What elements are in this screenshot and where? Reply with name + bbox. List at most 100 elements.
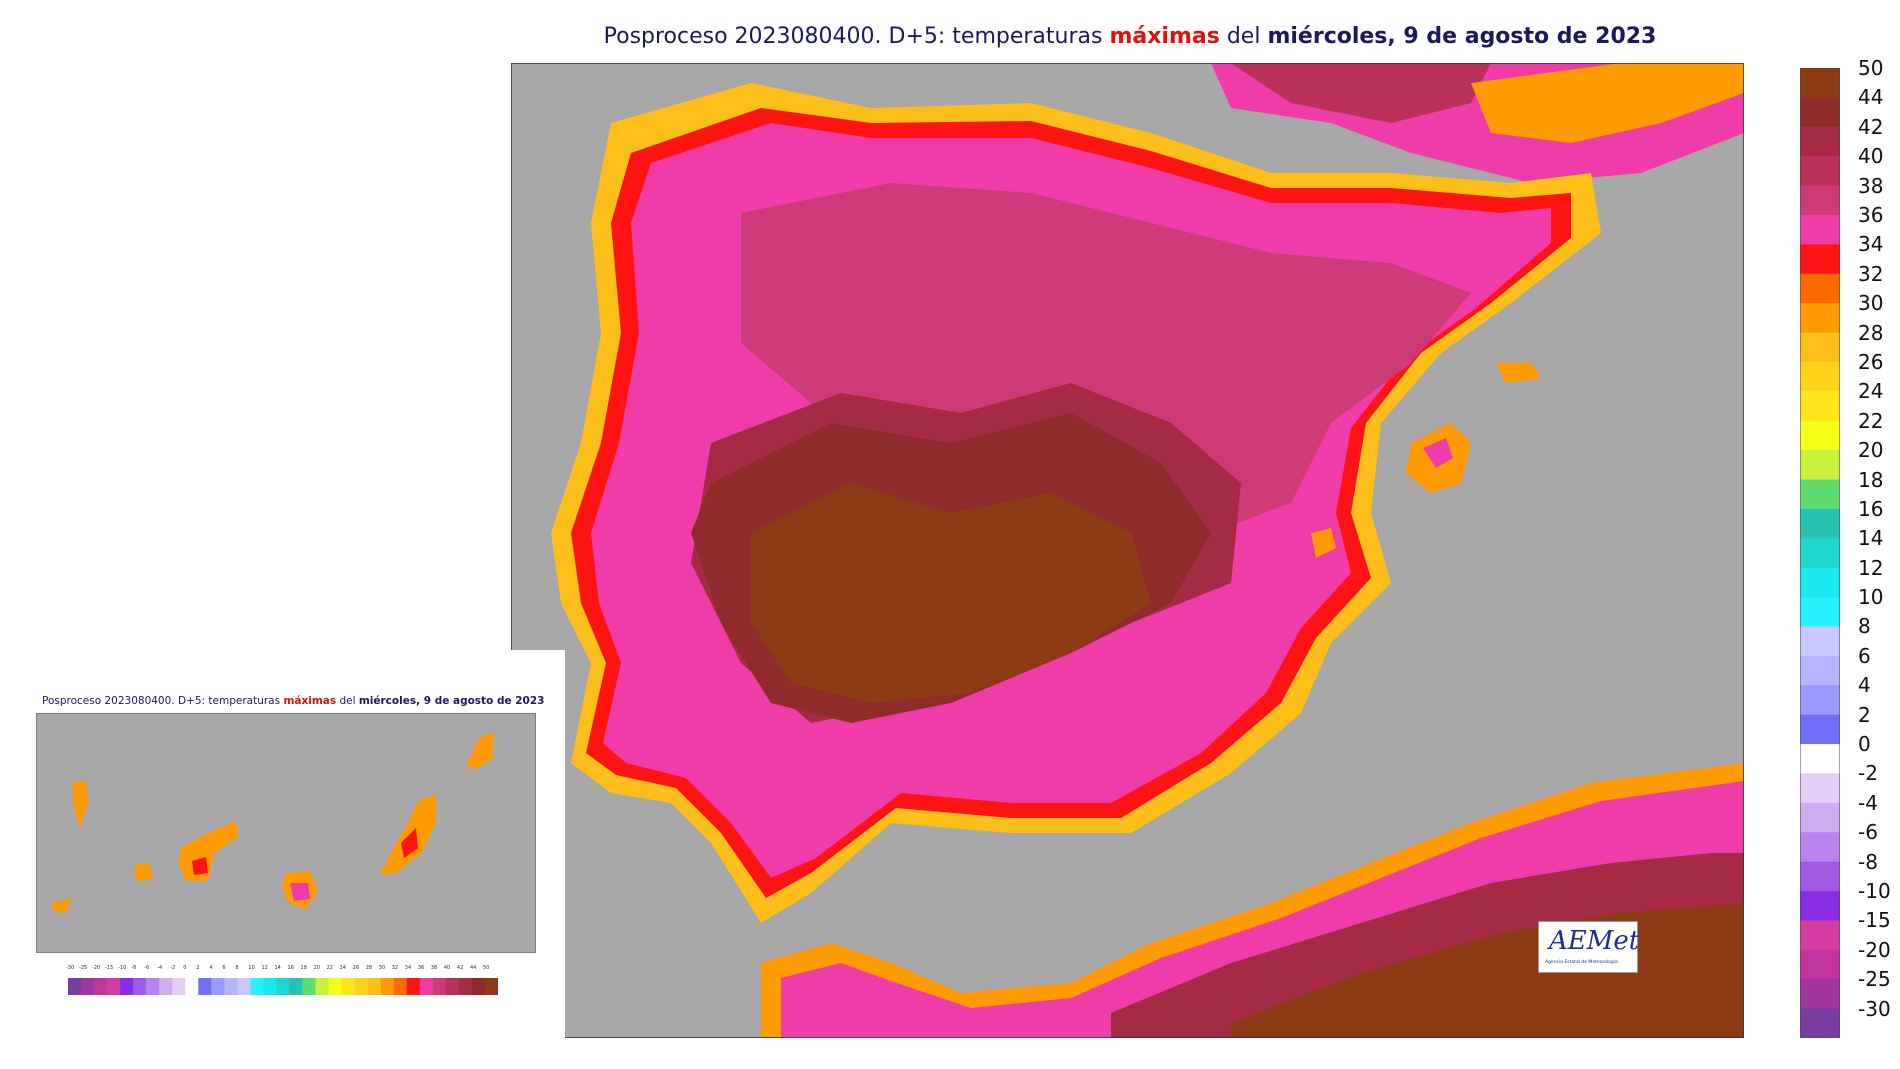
lanzarote: [466, 733, 494, 769]
inset-tick-label: 38: [430, 965, 438, 971]
inset-colorbar-swatch: [81, 978, 95, 995]
inset-colorbar-swatch: [484, 978, 498, 995]
colorbar-swatch: [1800, 156, 1840, 187]
colorbar-swatch: [1800, 1008, 1840, 1038]
inset-colorbar-swatch: [341, 978, 355, 995]
colorbar-swatch: [1800, 97, 1840, 128]
colorbar-label: 50: [1858, 56, 1884, 80]
colorbar-label: -2: [1858, 761, 1878, 786]
colorbar-swatch: [1800, 685, 1840, 716]
colorbar-swatch: [1800, 450, 1840, 481]
colorbar-swatch: [1800, 773, 1840, 804]
inset-tick-label: 12: [261, 965, 268, 971]
colorbar-label: -25: [1858, 967, 1891, 992]
colorbar-label: 16: [1858, 496, 1884, 521]
inset-colorbar-swatch: [367, 978, 382, 995]
colorbar-label: -6: [1858, 820, 1878, 845]
colorbar-label: 14: [1858, 526, 1884, 551]
inset-tick-label: 20: [313, 965, 320, 971]
la-palma: [72, 781, 88, 828]
colorbar-swatch: [1800, 979, 1840, 1010]
colorbar-label: 36: [1858, 202, 1884, 227]
colorbar-swatch: [1800, 508, 1840, 539]
inset-colorbar-swatch: [445, 978, 460, 995]
inset-tick-label: -30: [66, 965, 75, 971]
inset-tick-label: 14: [274, 965, 281, 971]
colorbar-swatch: [1800, 949, 1840, 980]
colorbar-label: 24: [1858, 379, 1884, 404]
inset-tick-label: 6: [222, 965, 226, 971]
colorbar-swatch: [1800, 655, 1840, 686]
aemet-logo: AEMet Agencia Estatal de Meteorología: [1538, 921, 1639, 973]
colorbar-label: 4: [1858, 673, 1871, 698]
colorbar-label: -8: [1858, 849, 1878, 874]
inset-colorbar-swatch: [302, 978, 316, 995]
el-hierro: [51, 898, 71, 913]
inset-tick-label: 34: [404, 965, 412, 971]
colorbar-label: 18: [1858, 467, 1884, 492]
colorbar-label: 44: [1858, 85, 1884, 110]
inset-colorbar-swatch: [185, 978, 199, 995]
inset-tick-label: 2: [196, 965, 200, 971]
map-title: Posproceso 2023080400. D+5: temperaturas…: [603, 24, 1657, 49]
inset-tick-label: 8: [235, 965, 239, 971]
colorbar-swatch: [1800, 420, 1840, 451]
inset-tick-label: 4: [209, 965, 213, 971]
colorbar-swatch: [1800, 891, 1840, 921]
colorbar-swatch: [1800, 714, 1840, 745]
inset-colorbar-swatch: [159, 978, 173, 995]
colorbar-swatch: [1800, 244, 1840, 275]
inset-tick-label: 26: [352, 965, 360, 971]
colorbar-label: 32: [1858, 261, 1884, 286]
colorbar-label: 40: [1858, 144, 1884, 169]
inset-tick-label: 36: [417, 965, 425, 971]
colorbar-swatch: [1800, 391, 1840, 422]
menorca: [1496, 363, 1541, 383]
colorbar-label: 12: [1858, 555, 1884, 580]
colorbar-swatch: [1800, 802, 1840, 833]
inset-tick-label: 16: [287, 965, 294, 971]
inset-colorbar-swatch: [68, 978, 82, 995]
colorbar-label: -4: [1858, 790, 1878, 815]
inset-colorbar-swatch: [94, 978, 108, 995]
inset-colorbar-swatch: [250, 978, 264, 995]
inset-colorbar-swatch: [406, 978, 421, 995]
colorbar-label: 38: [1858, 173, 1884, 198]
inset-colorbar-swatch: [354, 978, 368, 995]
colorbar-label: 26: [1858, 349, 1884, 374]
fuerteventura: [380, 795, 436, 875]
colorbar-swatch: [1800, 538, 1840, 569]
inset-tick-label: 24: [339, 965, 346, 971]
inset-colorbar-swatch: [146, 978, 160, 995]
inset-tick-label: -4: [157, 965, 163, 971]
colorbar-swatch: [1800, 744, 1840, 774]
colorbar-label: 22: [1858, 408, 1884, 433]
colorbar-swatch: [1800, 626, 1840, 657]
inset-tick-label: 42: [456, 965, 464, 971]
colorbar-swatch: [1800, 567, 1840, 598]
la-gomera: [134, 863, 152, 881]
inset-tick-label: 32: [391, 965, 399, 971]
inset-colorbar-swatch: [432, 978, 447, 995]
inset-colorbar-swatch: [393, 978, 408, 995]
inset-colorbar-swatch: [328, 978, 342, 995]
inset-tick-label: 50: [482, 965, 490, 971]
colorbar-label: 28: [1858, 320, 1884, 345]
colorbar-swatch: [1800, 479, 1840, 510]
colorbar-label: 2: [1858, 702, 1871, 727]
colorbar-label: -20: [1858, 937, 1891, 962]
inset-colorbar-swatch: [419, 978, 434, 995]
inset-colorbar: [68, 978, 498, 995]
inset-colorbar-swatch: [263, 978, 277, 995]
colorbar-swatch: [1800, 597, 1840, 627]
inset-tick-label: -15: [105, 965, 114, 971]
colorbar-swatch: [1800, 303, 1840, 334]
colorbar-swatch: [1800, 273, 1840, 304]
colorbar-swatch: [1800, 214, 1840, 245]
colorbar-label: 6: [1858, 643, 1871, 668]
inset-tick-label: 0: [183, 965, 187, 971]
inset-colorbar-swatch: [471, 978, 486, 995]
colorbar-swatch: [1800, 185, 1840, 216]
colorbar-swatch: [1800, 861, 1840, 892]
colorbar-label: -30: [1858, 996, 1891, 1021]
